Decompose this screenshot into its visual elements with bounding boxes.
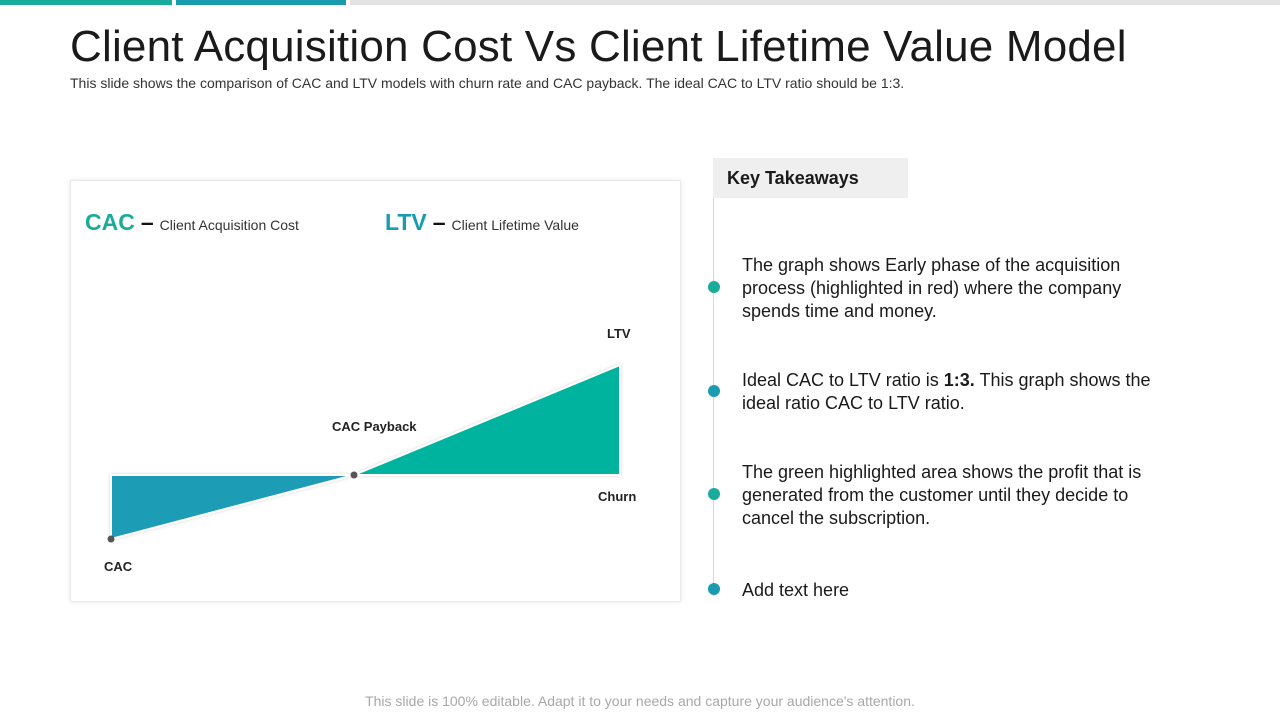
- churn-label: Churn: [598, 489, 636, 504]
- takeaway-item-2-ratio: 1:3.: [943, 370, 975, 390]
- cac-label: CAC: [104, 559, 133, 574]
- cac-triangle-area: [110, 474, 355, 541]
- top-accent-bar-teal: [0, 0, 172, 5]
- legend-cac: CAC – Client Acquisition Cost: [85, 209, 299, 236]
- legend-cac-description: Client Acquisition Cost: [159, 217, 299, 233]
- diagram-card: CAC – Client Acquisition Cost LTV – Client L…: [70, 180, 681, 602]
- ltv-label: LTV: [607, 326, 631, 341]
- legend-ltv-dash: –: [432, 209, 446, 235]
- takeaway-item-3: The green highlighted area shows the pro…: [742, 462, 1142, 528]
- key-takeaways-title: Key Takeaways: [727, 168, 859, 188]
- slide-subtitle: This slide shows the comparison of CAC a…: [70, 75, 905, 91]
- takeaway-bullet-dot: [708, 583, 720, 595]
- top-accent-bar-blue: [176, 0, 346, 5]
- takeaway-item-2: Ideal CAC to LTV ratio is 1:3. This grap…: [742, 369, 1182, 415]
- key-takeaways-header: Key Takeaways: [713, 158, 908, 198]
- takeaway-bullet-dot: [708, 488, 720, 500]
- takeaway-bullet-dot: [708, 281, 720, 293]
- cac-ltv-diagram: LTV CAC Payback Churn CAC: [104, 326, 636, 574]
- cac-payback-label: CAC Payback: [332, 419, 417, 434]
- top-accent-bar-grey: [350, 0, 1280, 5]
- takeaway-item-1: The graph shows Early phase of the acqui…: [742, 255, 1122, 321]
- legend-cac-abbr: CAC: [85, 209, 135, 235]
- legend-cac-dash: –: [140, 209, 154, 235]
- legend-ltv-description: Client Lifetime Value: [451, 217, 579, 233]
- takeaway-item-2-post: This graph shows the ideal ratio CAC to …: [742, 370, 1151, 413]
- takeaway-item-2-pre: Ideal CAC to LTV ratio is: [742, 370, 944, 390]
- legend-ltv: LTV – Client Lifetime Value: [385, 209, 579, 236]
- cac-payback-point-marker: [350, 471, 358, 479]
- takeaways-timeline-line: [713, 198, 714, 596]
- slide-footer: This slide is 100% editable. Adapt it to…: [365, 693, 915, 709]
- legend-ltv-abbr: LTV: [385, 209, 427, 235]
- ltv-triangle-area: [353, 363, 621, 476]
- slide-title: Client Acquisition Cost Vs Client Lifeti…: [70, 22, 1127, 71]
- takeaway-bullet-dot: [708, 385, 720, 397]
- cac-point-marker: [107, 535, 115, 543]
- takeaway-item-4: Add text here: [742, 580, 850, 600]
